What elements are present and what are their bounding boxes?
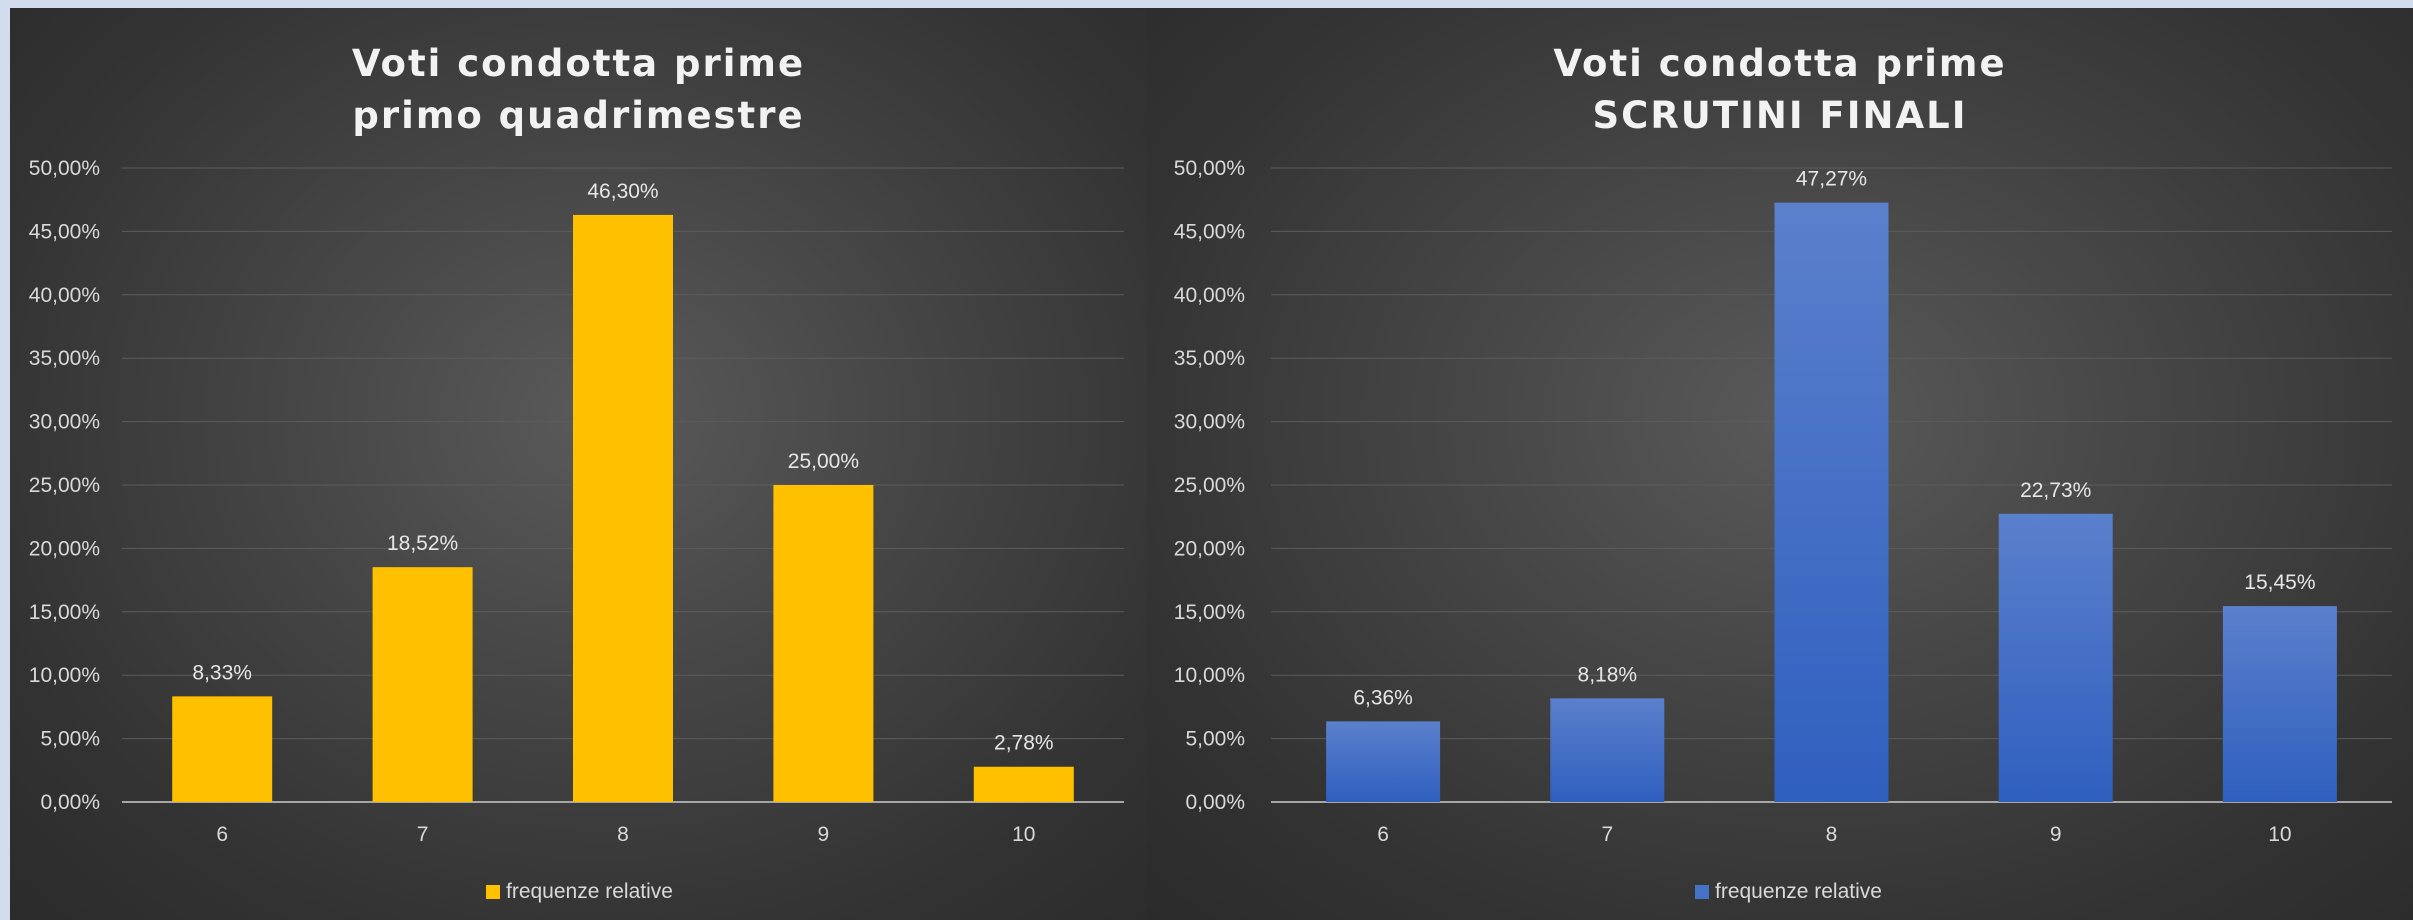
bar xyxy=(573,214,673,802)
chart-title-line-2: primo quadrimestre xyxy=(352,94,805,137)
x-category-label: 8 xyxy=(617,823,629,846)
y-tick-label: 0,00% xyxy=(40,791,100,814)
data-label: 6,36% xyxy=(1353,686,1413,709)
data-label: 47,27% xyxy=(1796,168,1867,191)
y-tick-label: 20,00% xyxy=(1174,537,1245,560)
legend-label: frequenze relative xyxy=(506,880,673,903)
chart-panel-right: Voti condotta prime SCRUTINI FINALI 0,00… xyxy=(1147,8,2413,920)
y-tick-label: 35,00% xyxy=(1174,347,1245,370)
y-tick-label: 10,00% xyxy=(1174,664,1245,687)
legend-label: frequenze relative xyxy=(1715,880,1882,903)
bar xyxy=(172,696,273,802)
x-category-label: 10 xyxy=(1012,823,1035,846)
x-category-label: 6 xyxy=(216,823,228,846)
y-tick-label: 50,00% xyxy=(29,157,100,180)
x-category-label: 6 xyxy=(1377,823,1389,846)
legend-swatch xyxy=(486,885,500,899)
chart-title-line-1: Voti condotta prime xyxy=(1553,42,2007,85)
bar xyxy=(2222,606,2337,802)
x-category-label: 8 xyxy=(1826,823,1838,846)
chart-title-line-1: Voti condotta prime xyxy=(351,42,806,85)
bar xyxy=(372,567,473,802)
chart-legend: frequenze relative xyxy=(1695,880,1882,904)
legend-swatch xyxy=(1695,885,1709,899)
y-tick-label: 40,00% xyxy=(1174,284,1245,307)
x-category-label: 7 xyxy=(417,823,429,846)
bar xyxy=(973,766,1074,802)
x-category-label: 9 xyxy=(818,823,830,846)
data-label: 2,78% xyxy=(994,732,1054,755)
y-tick-label: 50,00% xyxy=(1174,157,1245,180)
data-label: 8,33% xyxy=(192,661,252,684)
x-category-label: 10 xyxy=(2268,823,2291,846)
y-tick-label: 15,00% xyxy=(29,601,100,624)
chart-title: Voti condotta prime SCRUTINI FINALI xyxy=(1147,38,2413,142)
y-tick-label: 35,00% xyxy=(29,347,100,370)
chart-panel-left: Voti condotta prime primo quadrimestre 0… xyxy=(10,8,1147,920)
y-tick-label: 25,00% xyxy=(29,474,100,497)
y-tick-label: 25,00% xyxy=(1174,474,1245,497)
y-tick-label: 5,00% xyxy=(1185,728,1245,751)
bar-chart-plot: 0,00% 5,00% 10,00% 15,00% 20,00% 25,00% 30,00%… xyxy=(29,157,1124,846)
y-tick-label: 15,00% xyxy=(1174,601,1245,624)
y-tick-label: 0,00% xyxy=(1185,791,1245,814)
data-label: 15,45% xyxy=(2244,571,2315,594)
data-label: 18,52% xyxy=(387,532,458,555)
bar xyxy=(1998,513,2113,802)
data-label: 25,00% xyxy=(788,450,859,473)
bar-chart-plot: 0,00% 5,00% 10,00% 15,00% 20,00% 25,00% 30,00%… xyxy=(1174,157,2392,846)
y-tick-label: 20,00% xyxy=(29,537,100,560)
data-label: 46,30% xyxy=(587,180,658,203)
x-category-label: 7 xyxy=(1601,823,1613,846)
bar xyxy=(773,485,874,802)
data-label: 22,73% xyxy=(2020,479,2091,502)
chart-legend: frequenze relative xyxy=(486,880,673,904)
data-label: 8,18% xyxy=(1578,663,1638,686)
chart-title: Voti condotta prime primo quadrimestre xyxy=(10,38,1147,142)
chart-title-line-2: SCRUTINI FINALI xyxy=(1592,94,1968,137)
y-tick-label: 30,00% xyxy=(1174,411,1245,434)
bar xyxy=(1326,721,1441,802)
x-category-label: 9 xyxy=(2050,823,2062,846)
y-tick-label: 45,00% xyxy=(1174,220,1245,243)
y-tick-label: 5,00% xyxy=(40,728,100,751)
y-tick-label: 40,00% xyxy=(29,284,100,307)
y-tick-label: 30,00% xyxy=(29,411,100,434)
bar xyxy=(1774,202,1889,802)
bar xyxy=(1550,698,1665,802)
y-tick-label: 10,00% xyxy=(29,664,100,687)
y-tick-label: 45,00% xyxy=(29,220,100,243)
